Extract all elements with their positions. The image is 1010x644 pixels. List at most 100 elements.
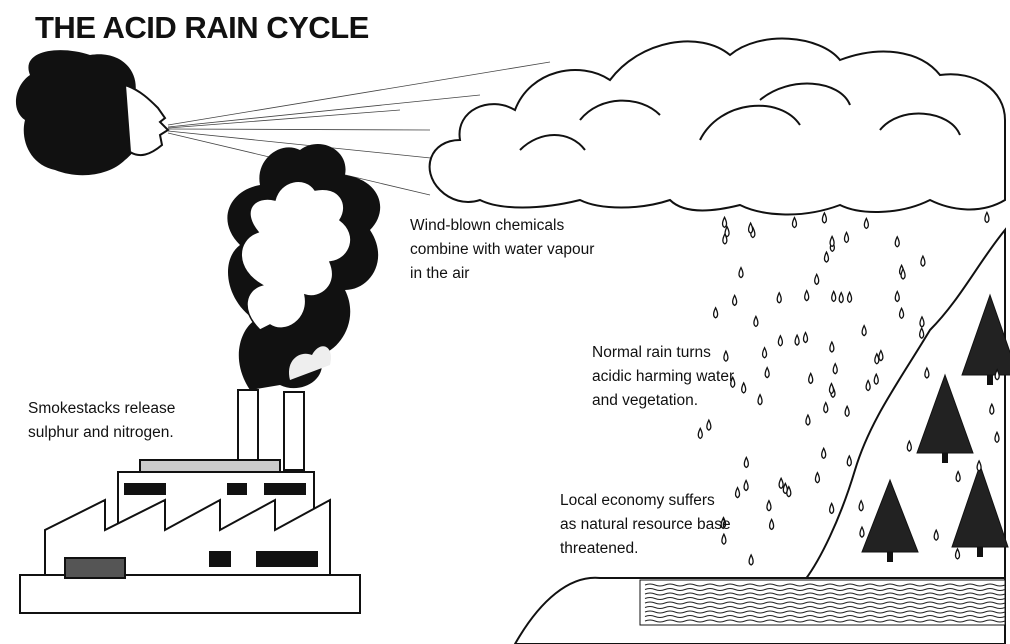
raindrop [863,216,870,230]
raindrop [906,439,912,452]
raindrop [865,379,871,392]
caption: Local economy suffers as natural resource… [560,492,731,557]
raindrop [814,471,821,484]
wave [644,619,1006,623]
caption-line: Normal rain turns [592,344,711,361]
raindrop [894,235,900,248]
trunk [987,375,993,385]
raindrop [697,426,703,440]
raindrop [831,289,837,303]
wave [644,606,1006,609]
raindrop [794,333,800,346]
raindrop [898,306,905,320]
trunk [977,547,983,557]
raindrop [766,499,772,512]
raindrop [919,326,925,339]
raindrop [846,290,853,304]
raindrop [814,272,820,286]
mountain [803,227,1006,581]
trunk [942,453,948,463]
raindrop [731,293,738,307]
raindrop [743,479,749,492]
caption-line: combine with water vapour [410,241,594,258]
wave [644,610,1006,614]
raindrop [776,291,782,304]
captions: Wind-blown chemicals combine with water v… [28,217,734,557]
raindrop [778,476,784,490]
raindrop [919,315,925,328]
raindrop [861,324,867,337]
illustration [15,37,1010,644]
raindrop [821,211,828,224]
raindrop [805,413,811,426]
raindrop [823,250,830,263]
raindrop [894,290,900,303]
raindrop [748,553,754,566]
raindrop [920,254,926,267]
wave [644,588,1006,591]
raindrop [843,230,850,244]
raindrop [802,331,809,344]
raindrop [777,334,784,347]
raindrop [846,454,852,467]
raindrop [721,532,727,545]
raindrop [730,375,736,389]
raindrop [829,501,835,515]
raindrop [984,210,990,224]
raindrop [873,372,879,385]
raindrop [741,381,747,394]
raindrop [829,234,835,248]
caption-line: in the air [410,265,469,282]
caption-line: threatened. [560,540,638,557]
raindrop [712,306,719,319]
caption-line: Wind-blown chemicals [410,217,564,234]
raindrop [761,346,768,359]
raindrop [858,499,864,512]
wave [644,592,1006,596]
trees [861,293,1010,562]
raindrop [828,382,835,395]
raindrop [924,366,930,379]
raindrop [933,528,939,541]
raindrop [832,362,838,375]
caption-line: acidic harming water [592,368,734,385]
title: THE ACID RAIN CYCLE [35,10,369,45]
wave [644,583,1006,587]
raindrop [859,525,865,538]
raindrop [878,349,884,362]
wave [644,615,1006,618]
raindrop [994,430,1000,444]
raindrop [954,547,961,560]
raindrop [738,266,744,279]
raindrop [994,368,1000,381]
raindrop [768,517,775,531]
raindrop [955,470,961,483]
raindrop [720,516,726,530]
raindrop [786,485,792,498]
raindrop [722,232,728,245]
raindrop [838,291,844,304]
clouds [428,37,1006,216]
raindrops [697,210,1000,566]
raindrop [723,349,729,362]
raindrop [734,486,741,499]
raindrop [989,402,995,415]
caption-line: and vegetation. [592,392,698,409]
raindrop [791,216,798,229]
lake [639,579,1006,626]
caption: Normal rain turns acidic harming water and… [592,344,734,409]
raindrop [821,446,827,460]
caption: Wind-blown chemicals combine with water v… [410,217,594,282]
raindrop [900,267,906,280]
raindrop [743,456,749,469]
caption-line: as natural resource base [560,516,731,533]
hair [15,50,146,176]
factory [19,389,361,614]
raindrop [706,418,712,431]
wave [644,597,1006,600]
raindrop [724,225,730,238]
raindrop [782,481,788,495]
raindrop [874,352,880,365]
trunk [887,552,893,562]
wave [644,601,1006,605]
